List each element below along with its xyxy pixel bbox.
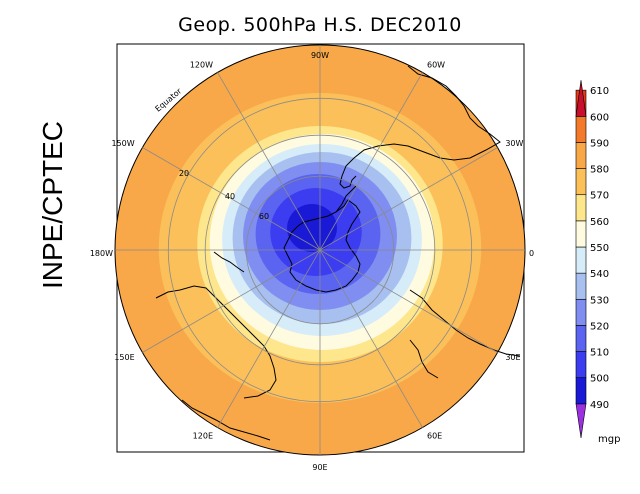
- colorbar-bin: [575, 194, 587, 222]
- colorbar-tick-label: 490: [590, 400, 609, 411]
- coastlines: [155, 65, 521, 441]
- meridian-60: [319, 147, 498, 251]
- lon-label: 30W: [505, 139, 523, 148]
- colorbar-tick-label: 520: [590, 321, 609, 332]
- lon-label: 180W: [90, 249, 113, 258]
- meridian-240: [142, 249, 321, 353]
- meridian-300: [142, 147, 321, 251]
- lon-label: 30E: [505, 353, 520, 362]
- colorbar-tick-label: 610: [590, 86, 609, 97]
- meridian-30: [319, 72, 423, 251]
- lon-label: 0: [529, 249, 534, 258]
- colorbar-bin: [575, 403, 587, 439]
- coast-south-america: [339, 65, 501, 189]
- lat-label: 20: [179, 169, 189, 178]
- colorbar: 490 500 510 520 530 540 550 560 570 580 590 600 610 m…: [575, 80, 620, 445]
- lon-label: 150W: [111, 139, 134, 148]
- band-500: [287, 204, 337, 252]
- meridian-150: [319, 249, 423, 428]
- lat-label: 60: [259, 212, 269, 221]
- coast-australia: [155, 285, 277, 399]
- meridian-210: [217, 249, 321, 428]
- colorbar-tick-label: 580: [590, 165, 609, 176]
- lon-label: 120W: [190, 61, 213, 70]
- map-title: Geop. 500hPa H.S. DEC2010: [178, 14, 462, 36]
- colorbar-tick-label: 590: [590, 138, 609, 149]
- colorbar-bin: [575, 80, 587, 117]
- colorbar-bin: [575, 246, 587, 274]
- coast-indonesia: [181, 399, 271, 441]
- colorbar-bin: [575, 298, 587, 326]
- colorbar-tick-label: 510: [590, 348, 609, 359]
- colorbar-tick-label: 550: [590, 243, 609, 254]
- coast-peninsula: [335, 185, 357, 213]
- colorbar-unit: mgp: [598, 434, 620, 445]
- colorbar-bin: [575, 377, 587, 405]
- lon-label: 150E: [114, 353, 134, 362]
- colorbar-tick-label: 570: [590, 191, 609, 202]
- colorbar-tick-label: 600: [590, 112, 609, 123]
- coast-africa: [409, 289, 521, 357]
- colorbar-bin: [575, 351, 587, 379]
- meridian-120: [319, 249, 498, 353]
- lon-label: 60W: [427, 61, 445, 70]
- colorbar-bin: [575, 272, 587, 300]
- colorbar-tick-label: 560: [590, 217, 609, 228]
- meridian-330: [217, 72, 321, 251]
- coast-antarctica: [283, 199, 361, 293]
- colorbar-bin: [575, 220, 587, 248]
- colorbar-bin: [575, 325, 587, 352]
- colorbar-tick-label: 500: [590, 374, 609, 385]
- lon-label: 90W: [311, 51, 329, 60]
- lon-label: 120E: [193, 431, 213, 440]
- lat-label: 40: [225, 192, 235, 201]
- colorbar-bin: [575, 142, 587, 169]
- lon-label: 60E: [427, 431, 442, 440]
- colorbar-tick-label: 530: [590, 295, 609, 306]
- colorbar-tick-label: 540: [590, 269, 609, 280]
- lon-label: 90E: [312, 463, 327, 472]
- coast-new-zealand: [213, 251, 245, 273]
- colorbar-bin: [575, 168, 587, 196]
- graticule: [115, 45, 525, 455]
- colorbar-bin: [575, 115, 587, 143]
